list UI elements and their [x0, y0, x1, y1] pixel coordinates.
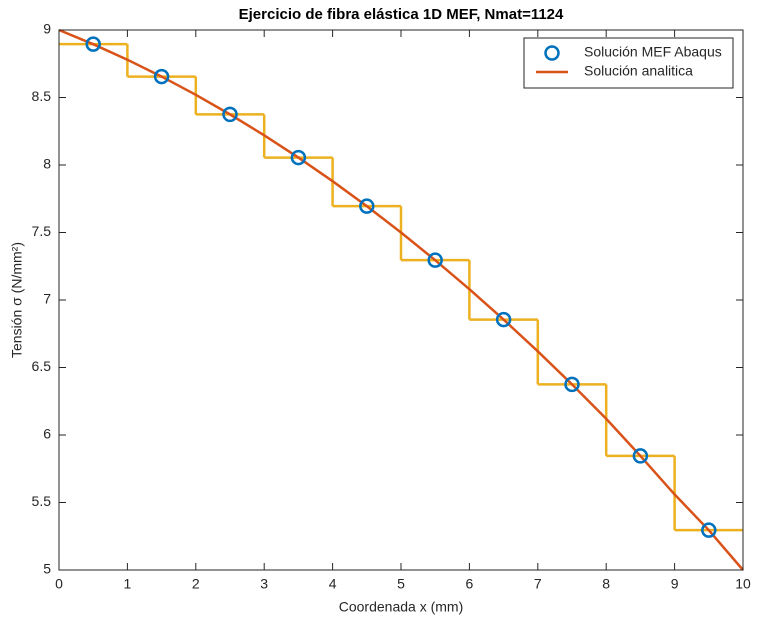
scatter-point — [290, 149, 307, 166]
y-tick-label: 7 — [43, 291, 51, 307]
scatter-point — [222, 106, 238, 123]
x-tick-label: 4 — [329, 576, 337, 592]
scatter-point — [701, 522, 717, 538]
scatter-point — [85, 36, 101, 52]
y-tick-label: 9 — [43, 21, 51, 37]
x-tick-label: 0 — [55, 576, 63, 592]
legend-box — [523, 37, 734, 89]
scatter-point — [427, 252, 443, 268]
x-tick-label: 8 — [602, 576, 610, 592]
x-tick-label: 10 — [735, 576, 751, 592]
y-tick-label: 6 — [43, 426, 51, 442]
x-tick-label: 2 — [192, 576, 200, 592]
y-tick-label: 8.5 — [32, 88, 52, 104]
x-tick-label: 1 — [124, 576, 132, 592]
legend-label: Solución analitica — [584, 63, 693, 79]
legend-label: Solución MEF Abaqus — [584, 44, 722, 60]
scatter-point — [153, 68, 170, 85]
line-series — [58, 28, 744, 571]
chart-title: Ejercicio de fibra elástica 1D MEF, Nmat… — [239, 6, 564, 23]
y-tick-label: 7.5 — [32, 223, 52, 239]
x-tick-label: 3 — [260, 576, 268, 592]
y-tick-label: 5.5 — [32, 493, 52, 509]
scatter-point — [564, 376, 580, 393]
scatter-point — [632, 448, 649, 464]
x-axis-label: Coordenada x (mm) — [339, 599, 464, 615]
scatter-point — [495, 311, 512, 328]
plot-frame — [58, 29, 744, 571]
x-tick-label: 6 — [466, 576, 474, 592]
y-axis-label: Tensión σ (N/mm²) — [9, 242, 25, 358]
y-tick-label: 5 — [43, 561, 51, 577]
x-tick-label: 5 — [397, 576, 405, 592]
y-tick-label: 6.5 — [32, 358, 52, 374]
x-tick-label: 9 — [671, 576, 679, 592]
scatter-point — [359, 198, 375, 214]
x-tick-label: 7 — [534, 576, 542, 592]
y-tick-label: 8 — [43, 156, 51, 172]
legend-marker — [544, 45, 560, 61]
plot-area — [59, 30, 743, 570]
